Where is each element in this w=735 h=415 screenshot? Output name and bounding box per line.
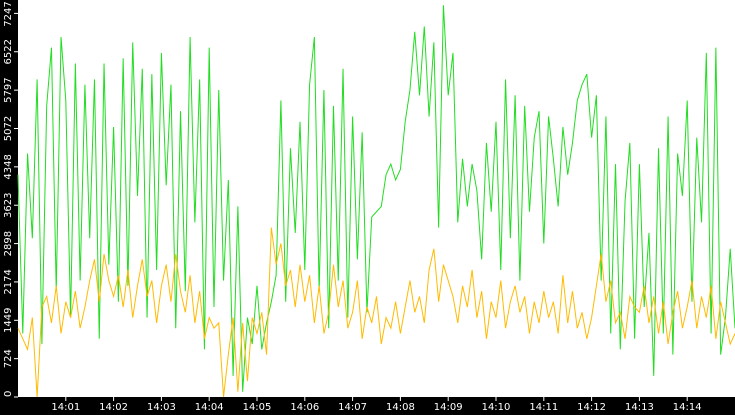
y-tick-label: 5072 bbox=[3, 116, 14, 141]
x-tick-label: 14:05 bbox=[243, 402, 272, 413]
x-tick-label: 14:10 bbox=[482, 402, 511, 413]
y-tick-label: 5797 bbox=[3, 77, 14, 102]
x-tick-label: 14:14 bbox=[673, 402, 702, 413]
line-series bbox=[17, 227, 735, 398]
x-tick-label: 14:08 bbox=[386, 402, 415, 413]
x-tick-label: 14:03 bbox=[147, 402, 176, 413]
y-tick-label: 0 bbox=[3, 391, 14, 397]
y-tick-label: 2898 bbox=[3, 231, 14, 256]
x-tick-label: 14:06 bbox=[290, 402, 319, 413]
y-tick-label: 7247 bbox=[3, 1, 14, 26]
x-tick-label: 14:04 bbox=[195, 402, 224, 413]
x-tick-label: 14:01 bbox=[51, 402, 80, 413]
x-tick-label: 14:12 bbox=[577, 402, 606, 413]
x-tick-label: 14:02 bbox=[99, 402, 128, 413]
line-series bbox=[17, 5, 735, 392]
y-tick-label: 1449 bbox=[3, 308, 14, 333]
x-axis-band bbox=[0, 397, 735, 415]
x-tick-label: 14:07 bbox=[338, 402, 367, 413]
y-tick-label: 4348 bbox=[3, 154, 14, 179]
y-tick-label: 2174 bbox=[3, 269, 14, 294]
x-tick-label: 14:13 bbox=[625, 402, 654, 413]
y-tick-label: 724 bbox=[3, 349, 14, 368]
y-axis-band bbox=[0, 0, 18, 415]
x-tick-label: 14:11 bbox=[529, 402, 558, 413]
y-tick-label: 3623 bbox=[3, 192, 14, 217]
y-tick-label: 6522 bbox=[3, 39, 14, 64]
x-tick-label: 14:09 bbox=[434, 402, 463, 413]
